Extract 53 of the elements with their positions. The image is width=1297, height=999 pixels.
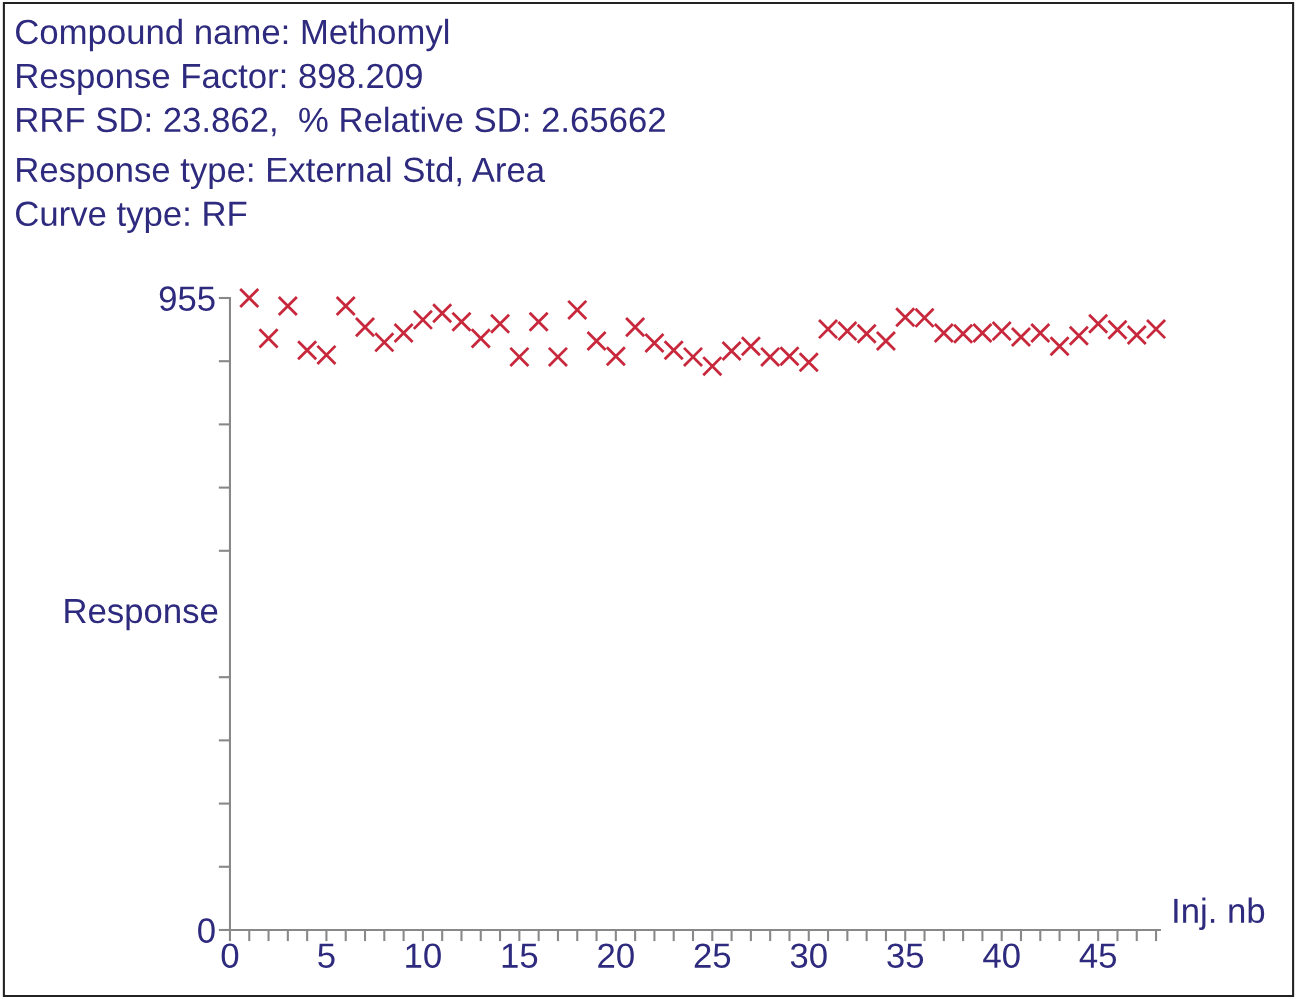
point [721, 340, 743, 362]
point [798, 351, 820, 373]
x-tick-label: 45 [1079, 943, 1117, 968]
point [528, 311, 550, 333]
text: Response Factor: 898.209 [17, 63, 422, 96]
text: Response type: External Std, Area [17, 156, 546, 190]
point [412, 309, 434, 331]
point [431, 302, 453, 324]
point [335, 295, 357, 317]
x-axis-title: Inj. nb [1174, 897, 1265, 930]
point [451, 311, 472, 333]
x-tick-label: 30 [790, 943, 827, 968]
x-tick-label: 15 [502, 943, 538, 968]
point [277, 295, 299, 317]
point [1145, 318, 1167, 340]
point [644, 332, 665, 354]
point [354, 316, 376, 338]
point [586, 330, 607, 352]
point [740, 335, 762, 357]
point [258, 327, 279, 349]
point [238, 287, 260, 309]
point [1087, 313, 1109, 335]
point [296, 339, 318, 361]
point [566, 299, 588, 321]
point [316, 344, 337, 366]
text: Compound name: Methomyl [16, 18, 449, 52]
point [1049, 335, 1070, 357]
point [1068, 325, 1090, 347]
y-tick-label: 955 [159, 286, 215, 311]
point [1126, 324, 1148, 346]
point [393, 322, 415, 344]
point [1107, 319, 1128, 341]
point [489, 313, 511, 335]
point [663, 339, 685, 361]
point [508, 346, 530, 368]
point [470, 327, 492, 349]
x-tick-label: 25 [694, 943, 731, 968]
point [605, 345, 627, 367]
text: Curve type: RF [16, 201, 247, 233]
point [701, 355, 723, 377]
point [373, 331, 395, 353]
point [547, 346, 569, 368]
text: RRF SD: 23.862, % Relative SD: 2.65662 [17, 106, 665, 137]
point [624, 316, 646, 338]
x-tick-label: 20 [598, 943, 634, 968]
y-axis-title: Response [65, 599, 218, 631]
x-tick-label: 35 [887, 943, 924, 968]
x-tick-label: 5 [318, 943, 335, 968]
x-tick-label: 40 [983, 943, 1020, 968]
x-tick-label: 10 [406, 943, 441, 968]
point [875, 330, 897, 352]
x-tick-label: 0 [221, 943, 239, 968]
point [682, 346, 704, 368]
